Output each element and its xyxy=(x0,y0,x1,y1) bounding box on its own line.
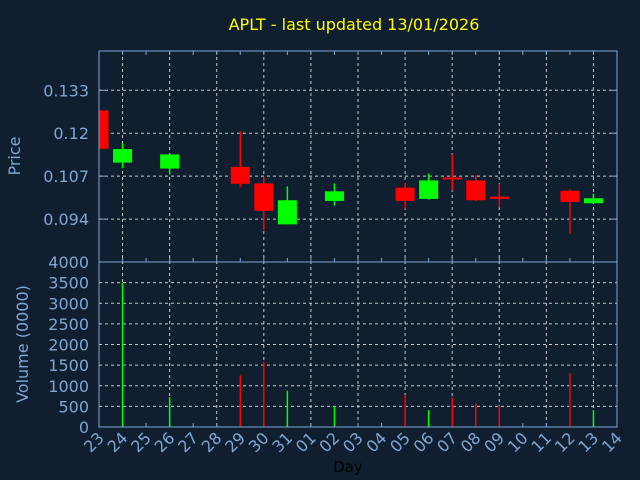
candle-body-26 xyxy=(160,154,180,169)
candle-body-09 xyxy=(489,196,509,199)
candle-body-08 xyxy=(466,180,486,201)
price-tick-label: 0.107 xyxy=(43,167,89,186)
price-tick-label: 0.12 xyxy=(53,124,89,143)
candle-body-31 xyxy=(277,200,297,225)
candle-body-30 xyxy=(254,183,274,211)
chart-title: APLT - last updated 13/01/2026 xyxy=(229,15,480,34)
y-axis-label: Price xyxy=(5,136,24,175)
volume-tick-label: 1000 xyxy=(48,377,89,396)
candle-body-06 xyxy=(419,180,439,199)
candle-body-23 xyxy=(99,110,109,149)
x-axis-label: Day xyxy=(333,458,363,476)
price-tick-label: 0.133 xyxy=(43,81,89,100)
volume-tick-label: 0 xyxy=(79,418,89,437)
candle-body-02 xyxy=(324,191,344,201)
candle-body-29 xyxy=(230,166,250,184)
candle-body-05 xyxy=(395,187,415,201)
volume-tick-label: 2500 xyxy=(48,315,89,334)
candle-body-07 xyxy=(442,177,462,180)
candle-body-12 xyxy=(560,190,580,202)
volume-panel-frame xyxy=(98,261,618,428)
x-tick-label: 14 xyxy=(598,428,626,456)
volume-tick-label: 500 xyxy=(58,397,89,416)
volume-tick-label: 4000 xyxy=(48,253,89,272)
volume-tick-label: 3000 xyxy=(48,294,89,313)
candle-body-13 xyxy=(583,198,603,204)
volume-tick-label: 3500 xyxy=(48,274,89,293)
volume-axis-label: Volume (0000) xyxy=(13,285,32,403)
candle-body-24 xyxy=(113,149,133,163)
volume-tick-label: 2000 xyxy=(48,336,89,355)
volume-tick-label: 1500 xyxy=(48,356,89,375)
price-tick-label: 0.094 xyxy=(43,210,89,229)
candles-group xyxy=(99,110,603,234)
